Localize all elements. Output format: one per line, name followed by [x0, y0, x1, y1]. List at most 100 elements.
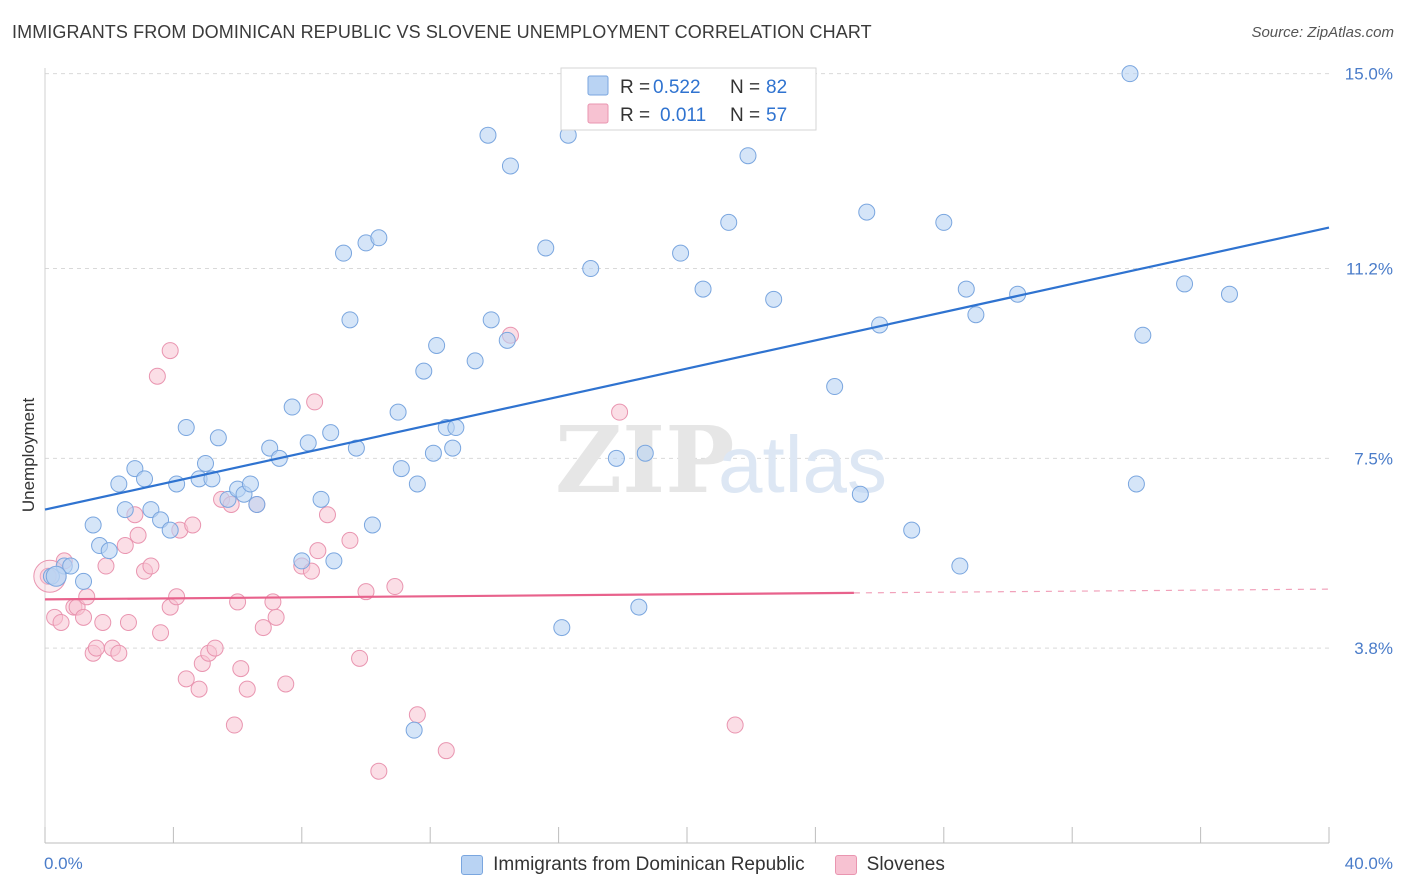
legend-n-value-2: 57 — [766, 105, 787, 126]
dominican-point-73 — [967, 306, 985, 324]
legend-label-slovenes: Slovenes — [866, 854, 945, 875]
legend-r-value-2: 0.011 — [660, 105, 706, 126]
trend-lines — [44, 226, 1330, 601]
axes — [44, 68, 1330, 844]
dominican-point-60 — [672, 244, 690, 262]
dominican-point-46 — [444, 439, 462, 457]
slovenes-point-52 — [386, 578, 404, 596]
dominican-point-2 — [62, 557, 80, 575]
slovenes-point-11 — [97, 557, 115, 575]
slovenes-point-10 — [94, 613, 112, 631]
dominican-point-6 — [100, 542, 118, 560]
slovenes-point-15 — [119, 613, 137, 631]
y-tick-label-3: 15.0% — [1345, 65, 1393, 84]
slovenes-point-7 — [78, 588, 96, 606]
dominican-point-41 — [408, 475, 426, 493]
dominican-point-56 — [582, 260, 600, 278]
dominican-point-27 — [283, 398, 301, 416]
top-legend: R = 0.522 N = 82 R = 0.011 N = 57 — [560, 67, 817, 131]
y-axis-label: Unemployment — [19, 398, 38, 513]
slovenes-point-53 — [408, 706, 426, 724]
dominican-point-80 — [405, 721, 423, 739]
slovenes-point-42 — [277, 675, 295, 693]
slovenes-point-37 — [238, 680, 256, 698]
slovenes-points — [33, 326, 744, 780]
legend-n-label-1: N = — [730, 77, 760, 98]
dominican-point-70 — [935, 213, 953, 231]
dominican-point-45 — [424, 444, 442, 462]
y-tick-label-2: 11.2% — [1346, 260, 1393, 279]
legend-r-label-2: R = — [620, 105, 650, 126]
y-tick-label-1: 7.5% — [1354, 449, 1393, 468]
dominican-point-79 — [1220, 285, 1238, 303]
legend-n-value-1: 82 — [766, 77, 787, 98]
slovenes-point-57 — [726, 716, 744, 734]
legend-r-label-1: R = — [620, 77, 650, 98]
dominican-point-53 — [537, 239, 555, 257]
dominican-point-72 — [957, 280, 975, 298]
slovenes-point-2 — [52, 613, 70, 631]
source-credit: Source: ZipAtlas.com — [1251, 24, 1394, 41]
legend-swatch-blue — [587, 75, 609, 96]
dominican-point-63 — [739, 147, 757, 165]
dominican-point-43 — [428, 336, 446, 354]
legend-swatch-pink — [587, 103, 609, 124]
x-tick-labels: 0.0% 40.0% — [44, 854, 1393, 873]
dominican-point-69 — [903, 521, 921, 539]
dominican-point-17 — [197, 454, 214, 472]
slovenes-point-21 — [152, 624, 170, 642]
dominican-point-66 — [851, 485, 869, 503]
dominican-point-48 — [466, 352, 484, 370]
bottom-legend: Immigrants from Dominican Republic Slove… — [0, 852, 1406, 878]
slovenes-point-6 — [75, 608, 93, 626]
slovenes-point-17 — [129, 526, 147, 544]
dominican-point-78 — [1176, 275, 1194, 293]
legend-item-dominican: Immigrants from Dominican Republic — [461, 852, 805, 878]
slovenes-point-13 — [110, 644, 128, 662]
dominican-point-50 — [482, 311, 500, 329]
dominican-point-58 — [636, 444, 654, 462]
slovenes-point-19 — [142, 557, 160, 575]
dominican-point-65 — [826, 378, 844, 396]
dominican-point-38 — [363, 516, 381, 534]
dominican-point-8 — [116, 501, 134, 519]
slovenes-point-23 — [161, 342, 179, 360]
y-tick-labels: 3.8% 7.5% 11.2% 15.0% — [1345, 65, 1393, 658]
dominican-point-31 — [322, 424, 340, 442]
dominican-point-32 — [325, 552, 343, 570]
dominican-point-62 — [720, 213, 738, 231]
dominican-point-29 — [293, 552, 311, 570]
slovenes-point-40 — [264, 593, 282, 611]
dominican-point-34 — [341, 311, 359, 329]
slovenes-point-41 — [267, 608, 285, 626]
slovenes-point-49 — [351, 649, 369, 667]
dominican-point-4 — [84, 516, 102, 534]
slovenes-point-35 — [229, 593, 247, 611]
slovenes-point-20 — [148, 367, 166, 385]
dominican-cluster-marker — [45, 565, 67, 587]
dominican-point-37 — [370, 229, 388, 247]
dominican-point-47 — [447, 419, 465, 437]
dominican-point-7 — [110, 475, 128, 493]
dominican-point-59 — [630, 598, 648, 616]
slovenes-point-24 — [168, 588, 186, 606]
legend-r-value-1: 0.522 — [653, 77, 701, 98]
dominican-point-51 — [498, 331, 516, 349]
dominican-point-39 — [389, 403, 407, 421]
legend-swatch-dominican — [461, 855, 484, 875]
dominican-points — [42, 65, 1238, 739]
x-tick-label-1: 40.0% — [1345, 854, 1393, 873]
dominican-point-23 — [241, 475, 259, 493]
slovenes-point-28 — [190, 680, 208, 698]
slovenes-point-56 — [611, 403, 629, 421]
slovenes-point-47 — [318, 506, 336, 524]
dominican-point-3 — [75, 572, 93, 590]
slovenes-trend-line — [44, 591, 854, 601]
dominican-point-55 — [553, 619, 571, 637]
slovenes-point-48 — [341, 531, 359, 549]
slovenes-point-45 — [306, 393, 324, 411]
dominican-point-52 — [501, 157, 519, 175]
dominican-point-64 — [765, 290, 783, 308]
dominican-point-75 — [1121, 65, 1139, 83]
